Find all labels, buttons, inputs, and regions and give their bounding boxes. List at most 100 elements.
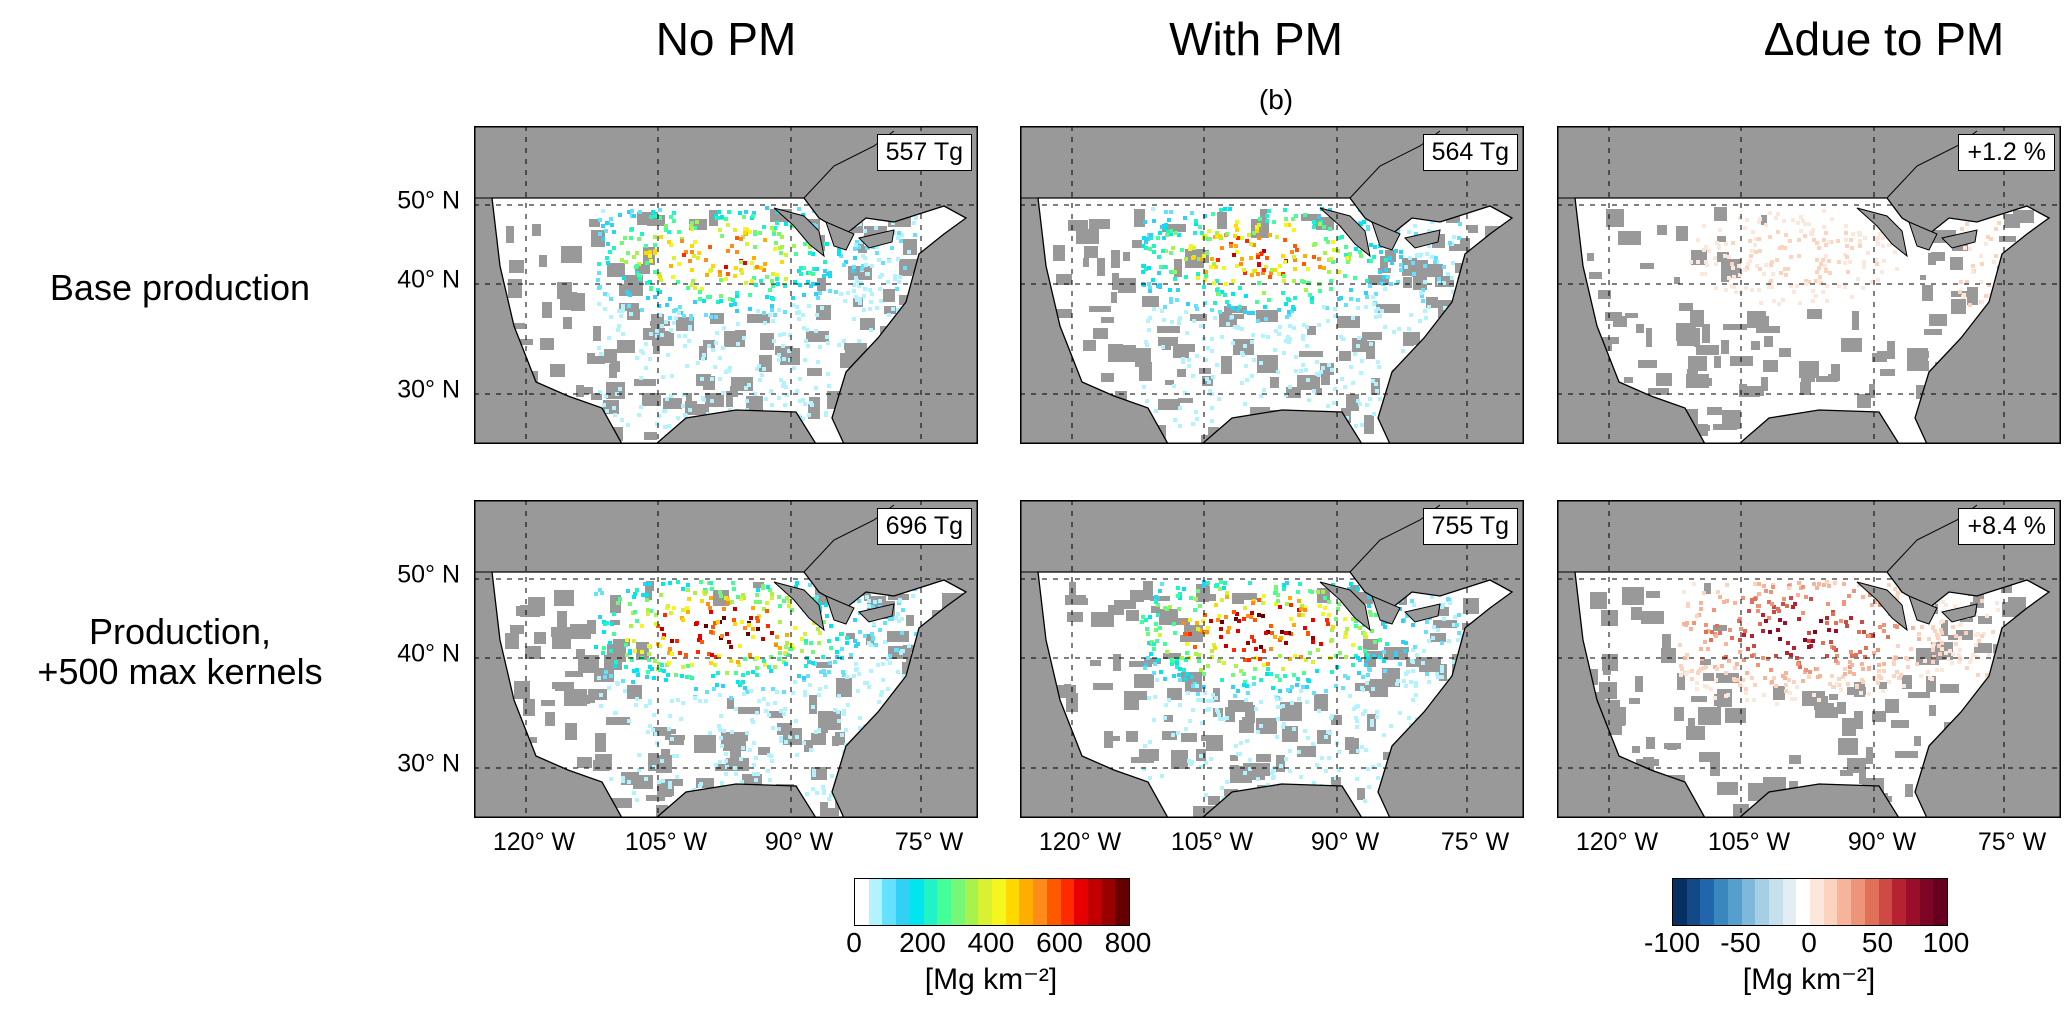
data-cell bbox=[1370, 723, 1374, 727]
data-cell bbox=[1404, 684, 1408, 688]
data-cell bbox=[1834, 659, 1838, 663]
no-data-cell bbox=[1929, 314, 1947, 326]
data-cell bbox=[1141, 244, 1145, 248]
data-cell bbox=[826, 341, 830, 345]
no-data-cell bbox=[509, 260, 524, 273]
data-cell bbox=[863, 634, 867, 638]
data-cell bbox=[1316, 590, 1320, 594]
data-cell bbox=[777, 657, 781, 661]
data-cell bbox=[792, 366, 796, 370]
data-cell bbox=[1944, 603, 1948, 607]
data-cell bbox=[872, 622, 876, 626]
data-cell bbox=[635, 619, 639, 623]
data-cell bbox=[1210, 406, 1214, 410]
data-cell bbox=[621, 776, 625, 780]
data-cell bbox=[1373, 245, 1377, 249]
data-cell bbox=[888, 654, 892, 658]
data-cell bbox=[805, 792, 809, 796]
data-cell bbox=[1311, 660, 1315, 664]
data-cell bbox=[1764, 619, 1768, 623]
column-title: Δdue to PM bbox=[1763, 13, 2005, 65]
data-cell bbox=[1218, 717, 1222, 721]
colorbar-segment bbox=[855, 879, 869, 925]
data-cell bbox=[1215, 708, 1219, 712]
data-cell bbox=[692, 254, 696, 258]
data-cell bbox=[1310, 296, 1314, 300]
colorbar-segment bbox=[1019, 879, 1034, 925]
no-data-cell bbox=[1674, 277, 1680, 284]
data-cell bbox=[1149, 233, 1153, 237]
data-cell bbox=[844, 743, 848, 747]
data-cell bbox=[1275, 697, 1279, 701]
data-cell bbox=[1984, 242, 1988, 246]
data-cell bbox=[1152, 244, 1156, 248]
data-cell bbox=[606, 261, 610, 265]
data-cell bbox=[1230, 315, 1234, 319]
data-cell bbox=[1882, 259, 1886, 263]
data-cell bbox=[852, 674, 856, 678]
data-cell bbox=[1146, 237, 1150, 241]
data-cell bbox=[755, 656, 759, 660]
data-cell bbox=[859, 240, 863, 244]
data-cell bbox=[1187, 358, 1191, 362]
data-cell bbox=[1156, 613, 1160, 617]
data-cell bbox=[1857, 630, 1861, 634]
data-cell bbox=[755, 711, 759, 715]
data-cell bbox=[1329, 287, 1333, 291]
data-cell bbox=[635, 356, 639, 360]
data-cell bbox=[1378, 638, 1382, 642]
no-data-cell bbox=[1111, 292, 1117, 303]
no-data-cell bbox=[1763, 360, 1778, 372]
data-cell bbox=[1695, 614, 1699, 618]
data-cell bbox=[854, 276, 858, 280]
data-cell bbox=[743, 626, 747, 630]
data-cell bbox=[1692, 621, 1696, 625]
data-cell bbox=[1149, 652, 1153, 656]
data-cell bbox=[778, 651, 782, 655]
data-cell bbox=[1289, 603, 1293, 607]
data-cell bbox=[1731, 241, 1735, 245]
data-cell bbox=[1262, 649, 1266, 653]
data-cell bbox=[1821, 290, 1825, 294]
data-cell bbox=[1252, 358, 1256, 362]
data-cell bbox=[1211, 212, 1215, 216]
no-data-cell bbox=[807, 368, 822, 376]
no-data-cell bbox=[545, 712, 555, 726]
no-data-cell bbox=[1686, 374, 1709, 388]
data-cell bbox=[1843, 667, 1847, 671]
data-cell bbox=[709, 268, 713, 272]
data-cell bbox=[1188, 632, 1192, 636]
data-cell bbox=[1278, 605, 1282, 609]
data-cell bbox=[1358, 402, 1362, 406]
data-cell bbox=[814, 730, 818, 734]
data-cell bbox=[1327, 363, 1331, 367]
data-cell bbox=[1337, 768, 1341, 772]
data-cell bbox=[641, 351, 645, 355]
data-cell bbox=[670, 639, 674, 643]
great-lake bbox=[825, 595, 855, 625]
data-cell bbox=[739, 597, 743, 601]
data-cell bbox=[824, 685, 828, 689]
data-cell bbox=[1332, 248, 1336, 252]
data-cell bbox=[1976, 673, 1980, 677]
data-cell bbox=[1212, 643, 1216, 647]
data-cell bbox=[1370, 719, 1374, 723]
data-cell bbox=[1165, 607, 1169, 611]
data-cell bbox=[1824, 231, 1828, 235]
data-cell bbox=[1196, 692, 1200, 696]
data-cell bbox=[1224, 615, 1228, 619]
data-cell bbox=[1353, 352, 1357, 356]
data-cell bbox=[1296, 677, 1300, 681]
no-data-cell bbox=[1688, 718, 1695, 730]
data-cell bbox=[1881, 236, 1885, 240]
data-cell bbox=[1994, 227, 1998, 231]
data-cell bbox=[1308, 651, 1312, 655]
data-cell bbox=[754, 778, 758, 782]
data-cell bbox=[1315, 372, 1319, 376]
data-cell bbox=[1364, 748, 1368, 752]
map-panel: 557 Tg bbox=[474, 126, 978, 444]
data-cell bbox=[1264, 317, 1268, 321]
data-cell bbox=[1246, 641, 1250, 645]
data-cell bbox=[894, 616, 898, 620]
data-cell bbox=[1306, 267, 1310, 271]
